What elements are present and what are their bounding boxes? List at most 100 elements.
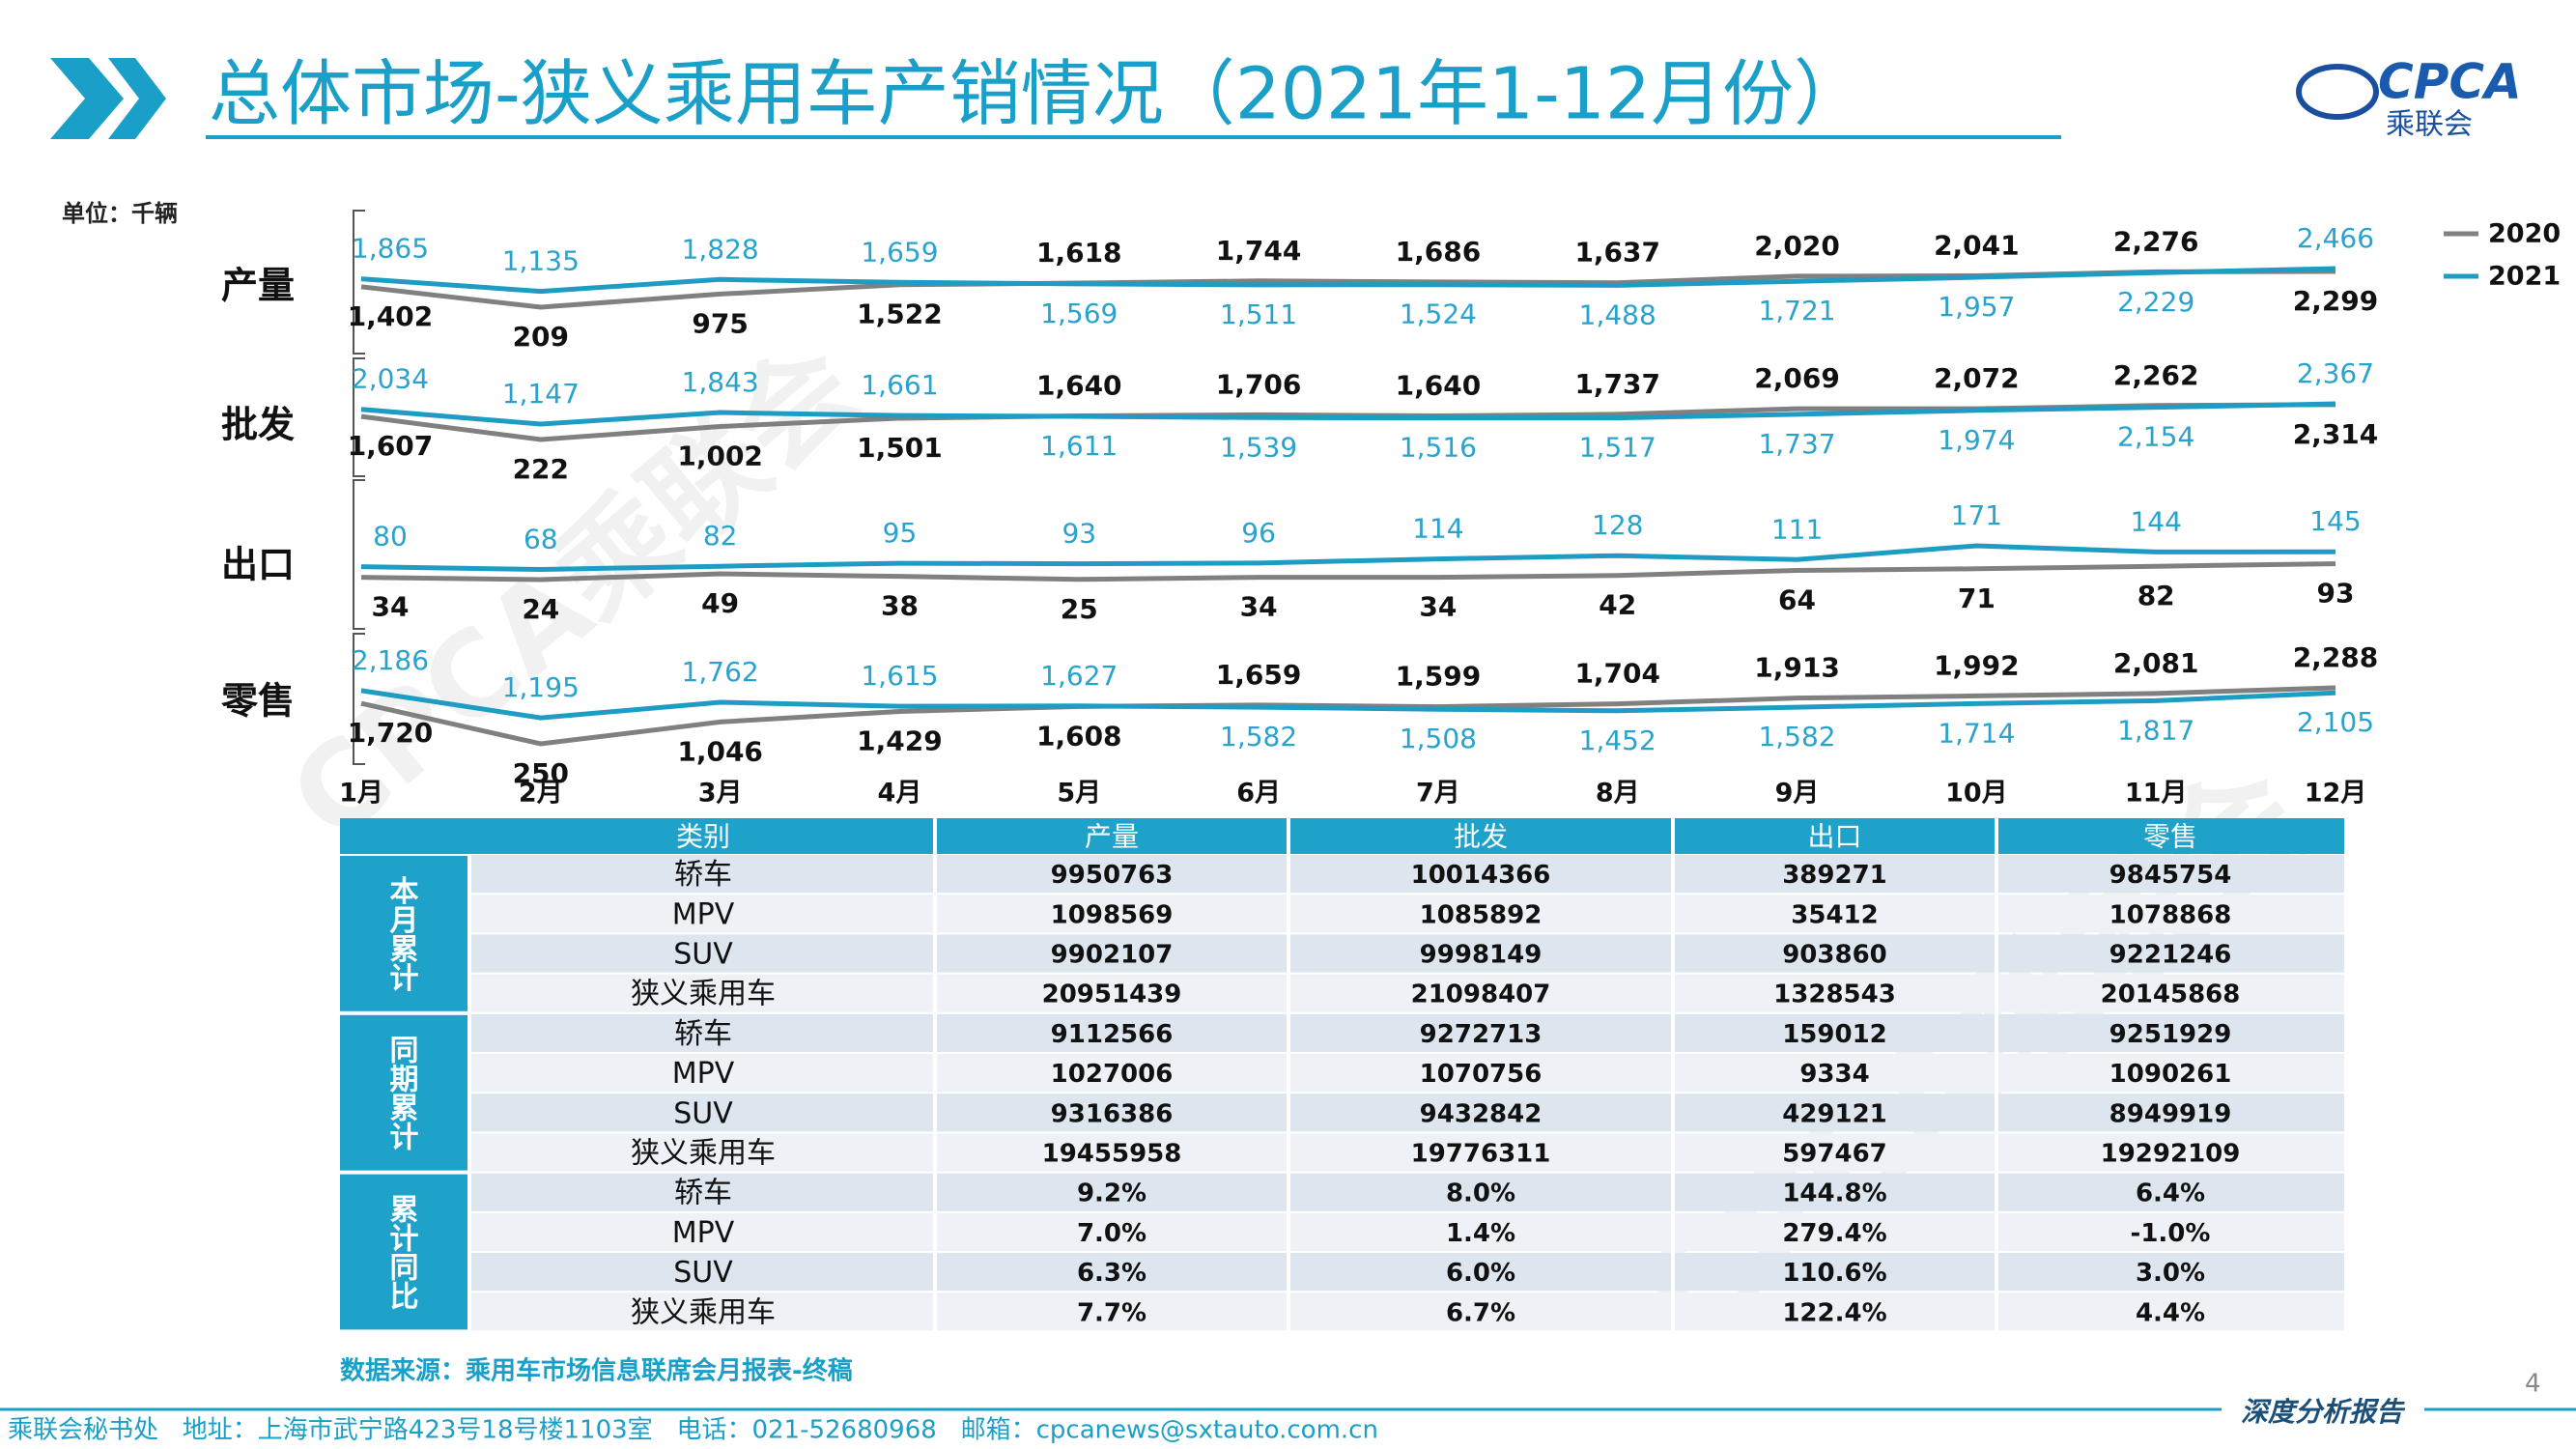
data-label: 80: [373, 521, 408, 553]
table-cell: SUV: [673, 1256, 733, 1290]
legend-label: 2020: [2488, 219, 2561, 249]
data-label: 1,627: [1040, 660, 1118, 692]
table-cell: 1027006: [1051, 1060, 1174, 1089]
panel-title: 批发: [221, 404, 295, 446]
table-cell: 19292109: [2101, 1140, 2241, 1169]
data-label: 1,637: [1574, 237, 1660, 269]
data-label: 2,276: [2113, 225, 2199, 257]
data-label: 1,992: [1934, 649, 2020, 681]
x-tick-label: 1月: [339, 779, 383, 809]
x-tick-label: 12月: [2305, 779, 2367, 809]
data-label: 2,105: [2297, 706, 2374, 738]
table-cell: 狭义乘用车: [631, 1295, 776, 1329]
data-label: 93: [2317, 578, 2355, 610]
table-cell: 389271: [1782, 861, 1887, 890]
data-label: 1,762: [682, 656, 759, 688]
data-label: 1,828: [682, 233, 759, 265]
data-label: 96: [1241, 517, 1276, 549]
data-label: 1,737: [1574, 368, 1660, 400]
data-label: 2,299: [2293, 285, 2379, 317]
table-row-bg: [471, 934, 2344, 973]
table-cell: 429121: [1782, 1099, 1887, 1128]
data-label: 1,607: [348, 430, 434, 462]
table-cell: 9950763: [1051, 861, 1174, 890]
data-label: 1,817: [2117, 714, 2194, 746]
x-tick-label: 4月: [878, 779, 922, 809]
panel-bracket: [353, 633, 365, 765]
chevron: [108, 58, 166, 139]
data-label: 209: [513, 321, 569, 353]
data-label: 171: [1951, 499, 2002, 531]
data-label: 2,041: [1934, 230, 2020, 262]
table-cell: 3.0%: [2136, 1259, 2205, 1288]
table-cell: SUV: [673, 938, 733, 972]
group-cell: [340, 856, 467, 1011]
data-label: 1,618: [1036, 237, 1122, 269]
table-cell: 7.7%: [1077, 1298, 1146, 1327]
data-label: 2,314: [2293, 418, 2379, 450]
data-label: 1,582: [1220, 721, 1297, 753]
page-title: 总体市场-狭义乘用车产销情况（2021年1-12月份）: [209, 53, 1865, 136]
table-cell: 7.0%: [1077, 1219, 1146, 1248]
data-label: 1,452: [1579, 724, 1656, 756]
table-cell: 6.0%: [1446, 1259, 1515, 1288]
table-cell: 1085892: [1420, 900, 1543, 929]
table-cell: 6.4%: [2136, 1179, 2205, 1208]
data-label: 2,262: [2113, 359, 2199, 391]
table-cell: MPV: [672, 1216, 735, 1250]
table-cell: 35412: [1791, 900, 1878, 929]
table-row-bg: [471, 1173, 2344, 1211]
table-cell: -1.0%: [2131, 1219, 2211, 1248]
series-line: [360, 401, 2336, 427]
panel-title: 零售: [221, 680, 295, 723]
group-label: 累计同比: [384, 1194, 419, 1310]
table-header-bg: [340, 818, 2344, 854]
x-tick-label: 11月: [2125, 779, 2188, 809]
data-label: 2,288: [2293, 641, 2379, 673]
report-tag: 深度分析报告: [2241, 1396, 2406, 1428]
data-label: 2,466: [2297, 222, 2374, 254]
data-label: 1,501: [857, 432, 943, 464]
source-note: 数据来源：乘用车市场信息联席会月报表-终稿: [340, 1356, 853, 1386]
panel-title: 出口: [221, 544, 295, 586]
data-label: 111: [1771, 513, 1823, 545]
data-label: 34: [372, 591, 410, 623]
unit-label: 单位：千辆: [62, 200, 178, 227]
data-label: 49: [701, 587, 739, 619]
data-label: 1,865: [352, 233, 429, 265]
data-label: 1,744: [1216, 235, 1302, 267]
table-cell: 9998149: [1420, 941, 1543, 970]
table-cell: 1078868: [2109, 900, 2232, 929]
data-label: 1,517: [1579, 432, 1656, 464]
table-row-bg: [471, 1212, 2344, 1251]
page-number: 4: [2525, 1370, 2541, 1399]
data-label: 114: [1412, 513, 1463, 545]
data-label: 38: [881, 590, 919, 622]
data-label: 1,704: [1574, 658, 1660, 690]
series-line: [360, 266, 2336, 295]
data-label: 2,229: [2117, 286, 2194, 318]
data-label: 250: [513, 757, 569, 789]
data-label: 1,686: [1396, 236, 1482, 268]
data-label: 25: [1061, 593, 1098, 625]
table-cell: 20951439: [1042, 980, 1182, 1009]
data-label: 1,524: [1400, 298, 1477, 330]
table-cell: 19455958: [1042, 1140, 1182, 1169]
data-label: 975: [692, 307, 748, 339]
table-cell: 144.8%: [1782, 1179, 1886, 1208]
data-label: 1,611: [1040, 430, 1118, 462]
chart: 1月 2月 3月 4月 5月 6月 7月 8月 9月 10月 11月 12月 2020 2021 产量 1,4…: [221, 210, 2561, 809]
table-cell: MPV: [672, 897, 735, 931]
table-header-cell: 零售: [2143, 821, 2197, 853]
data-label: 1,402: [348, 300, 434, 332]
data-label: 1,135: [502, 245, 580, 277]
table-cell: 9334: [1799, 1060, 1869, 1089]
table-cell: 9272713: [1420, 1020, 1543, 1049]
table-row-bg: [471, 895, 2344, 933]
series-line: [360, 543, 2336, 573]
data-label: 1,488: [1579, 298, 1656, 330]
footer-contact: 乘联会秘书处 地址：上海市武宁路423号18号楼1103室 电话：021-526…: [8, 1416, 1378, 1445]
data-label: 82: [703, 520, 738, 552]
table-cell: 4.4%: [2136, 1298, 2205, 1327]
